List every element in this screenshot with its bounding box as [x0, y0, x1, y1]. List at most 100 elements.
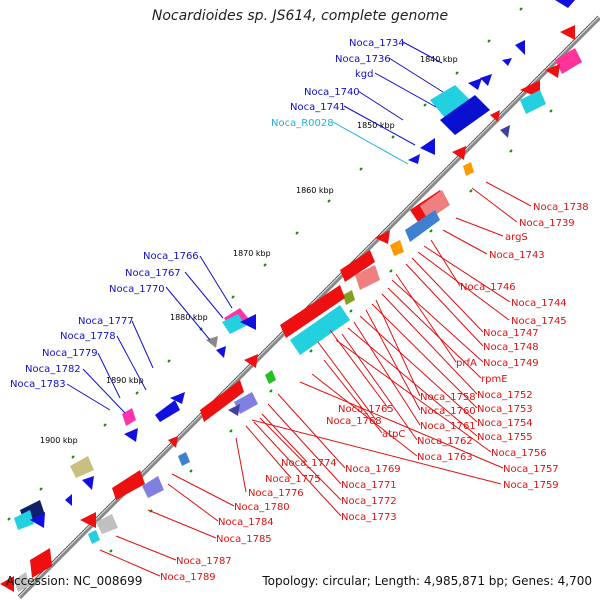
- gene-arrow: [545, 64, 560, 78]
- gene-label: Noca_1754: [477, 418, 533, 429]
- kbp-label: 1890 kbp: [106, 376, 144, 385]
- gene-label: Noca_1783: [10, 379, 66, 390]
- gene-arrow: [340, 250, 375, 282]
- gene-arrow: [480, 74, 492, 86]
- gene-label: Noca_1745: [511, 316, 567, 327]
- plus-tick-track: [7, 7, 523, 521]
- gene-label: Noca_1782: [25, 364, 81, 375]
- gene-label: Noca_1734: [349, 38, 405, 49]
- gene-arrow: [502, 58, 512, 66]
- gene-arrow: [280, 285, 345, 338]
- gene-arrow: [228, 404, 240, 416]
- gene-label: Noca_1780: [234, 502, 290, 513]
- gene-block: [222, 314, 246, 334]
- gene-label: Noca_1758: [420, 392, 476, 403]
- gene-label: Noca_1777: [78, 316, 134, 327]
- gene-label: Noca_1744: [511, 298, 567, 309]
- gene-label: Noca_1755: [477, 432, 533, 443]
- kbp-label: 1850 kbp: [357, 121, 395, 130]
- gene-arrow: [112, 470, 145, 500]
- gene-arrow: [168, 436, 178, 448]
- gene-block: [142, 476, 164, 498]
- genome-backbone-line-inner: [17, 15, 599, 597]
- gene-arrow: [82, 476, 94, 490]
- gene-label: Noca_1759: [503, 480, 559, 491]
- gene-label: Noca_1763: [417, 452, 473, 463]
- gene-block: [234, 392, 258, 414]
- gene-arrow: [124, 428, 138, 442]
- gene-label: atpC: [382, 429, 405, 440]
- gene-arrow: [555, 0, 575, 8]
- gene-label: Noca_1767: [125, 268, 181, 279]
- gene-label: kgd: [355, 69, 374, 80]
- gene-block: [463, 162, 474, 176]
- gene-label: Noca_1743: [489, 250, 545, 261]
- gene-arrow: [515, 40, 525, 55]
- gene-arrow: [170, 392, 185, 404]
- gene-label: Noca_1771: [341, 480, 397, 491]
- gene-label: Noca_1746: [460, 282, 516, 293]
- gene-arrow: [244, 354, 258, 368]
- minus-strand-genes: [0, 25, 582, 592]
- gene-block: [343, 290, 355, 305]
- gene-arrow: [200, 380, 244, 422]
- gene-arrow: [30, 548, 52, 578]
- gene-block: [290, 305, 350, 355]
- gene-label: Noca_1747: [483, 328, 539, 339]
- kbp-label: 1840 kbp: [420, 55, 458, 64]
- gene-block: [420, 190, 450, 220]
- kbp-label: 1880 kbp: [170, 313, 208, 322]
- gene-label: Noca_1770: [109, 284, 165, 295]
- gene-arrow: [408, 154, 420, 164]
- gene-block: [14, 510, 34, 530]
- gene-block: [265, 370, 276, 384]
- gene-label: Noca_1761: [420, 421, 476, 432]
- gene-label: Noca_1784: [218, 517, 274, 528]
- gene-arrow: [155, 400, 180, 422]
- gene-label: Noca_1753: [477, 404, 533, 415]
- gene-arrow: [452, 146, 466, 160]
- gene-block: [405, 210, 440, 242]
- kbp-label: 1900 kbp: [40, 436, 78, 445]
- gene-arrow: [468, 78, 482, 90]
- gene-block: [122, 408, 136, 426]
- gene-label: Noca_1773: [341, 512, 397, 523]
- gene-label: Noca_1762: [417, 436, 473, 447]
- gene-label: Noca_1765: [338, 404, 394, 415]
- gene-block: [70, 456, 94, 478]
- gene-label: Noca_1739: [519, 218, 575, 229]
- minus-labels: [99, 181, 532, 577]
- gene-arrow: [500, 125, 510, 138]
- gene-arrow: [30, 512, 45, 528]
- gene-label: argS: [505, 232, 528, 243]
- kbp-label: 1870 kbp: [233, 249, 271, 258]
- gene-block: [440, 95, 490, 135]
- gene-label: Noca_1757: [503, 464, 559, 475]
- gene-label: Noca_1760: [420, 406, 476, 417]
- gene-label: prfA: [456, 358, 477, 369]
- gene-label: Noca_1769: [345, 464, 401, 475]
- gene-label: Noca_1779: [42, 348, 98, 359]
- gene-arrow: [490, 110, 500, 122]
- gene-arrow: [65, 494, 72, 506]
- gene-label: Noca_R0028: [271, 118, 334, 129]
- gene-label: rpmE: [481, 374, 508, 385]
- gene-label: Noca_1736: [335, 54, 391, 65]
- gene-block: [178, 452, 190, 466]
- gene-label: Noca_1749: [483, 358, 539, 369]
- gene-label: Noca_1768: [326, 416, 382, 427]
- gene-label: Noca_1741: [290, 102, 346, 113]
- gene-label: Noca_1740: [304, 87, 360, 98]
- gene-block: [88, 530, 100, 544]
- gene-block: [390, 240, 404, 256]
- gene-arrow: [80, 512, 96, 528]
- minus-tick-track: [109, 109, 553, 553]
- gene-block: [96, 514, 118, 534]
- page-title: Nocardioides sp. JS614, complete genome: [151, 8, 449, 24]
- gene-label: Noca_1774: [281, 458, 337, 469]
- gene-arrow: [375, 230, 390, 244]
- gene-block: [430, 85, 470, 118]
- gene-arrow: [240, 314, 256, 330]
- kbp-label: 1860 kbp: [296, 186, 334, 195]
- gene-arrow: [0, 576, 14, 592]
